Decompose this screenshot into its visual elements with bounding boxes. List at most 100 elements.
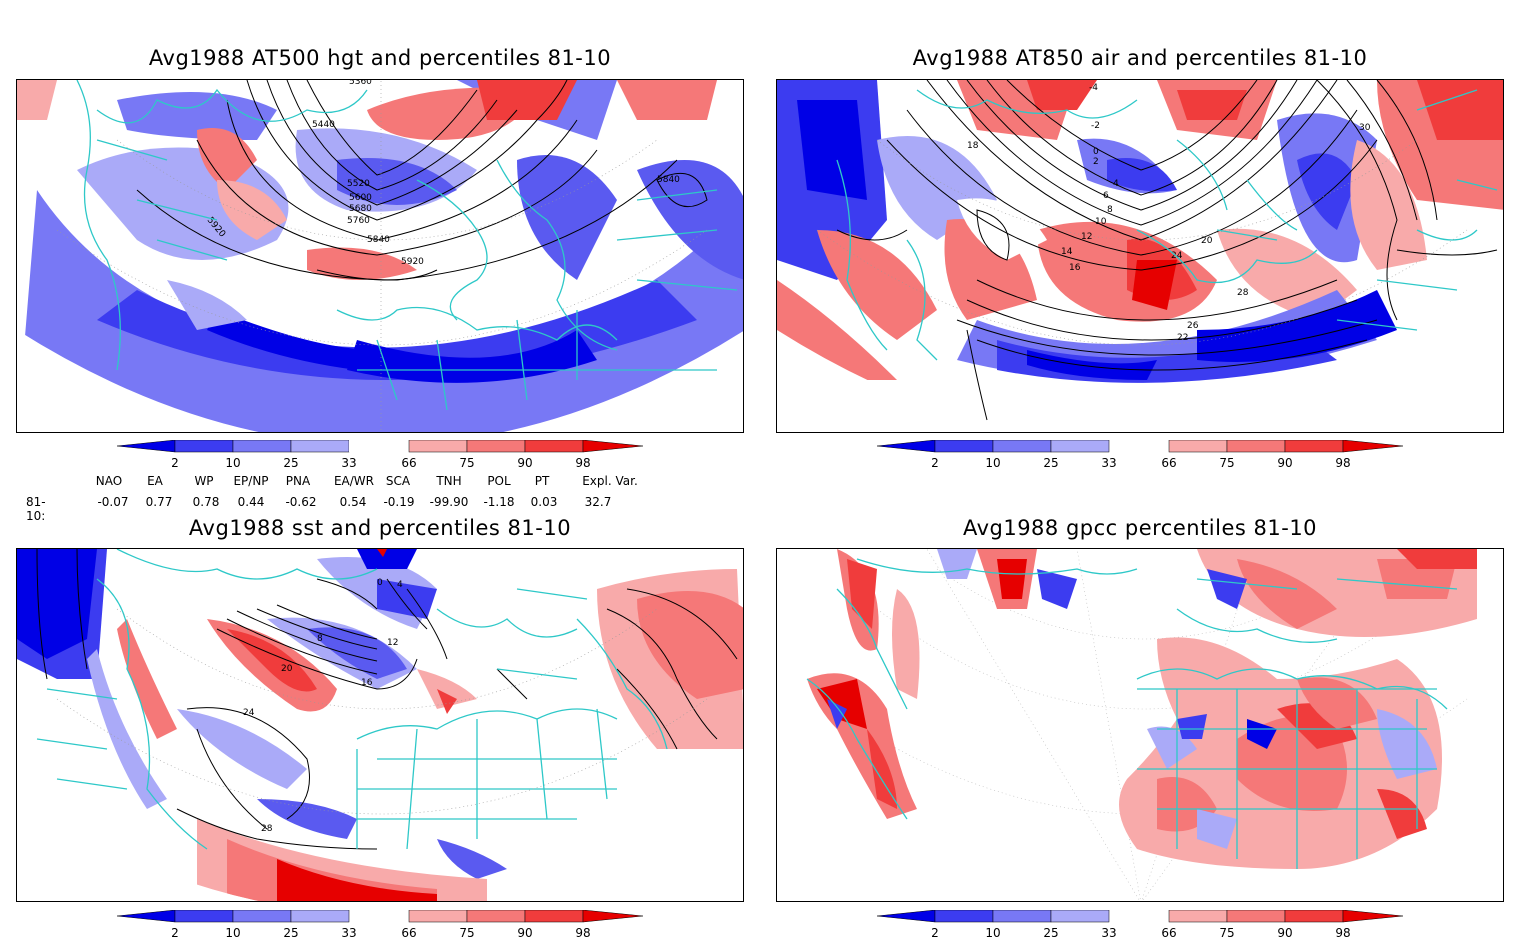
contour-label: 4 — [1113, 179, 1119, 189]
colorbar-label: 90 — [517, 926, 532, 940]
index-row-label: 81-10: — [26, 495, 46, 523]
colorbar-label: 10 — [225, 926, 240, 940]
colorbar-label: 98 — [575, 926, 590, 940]
colorbar-label: 25 — [283, 926, 298, 940]
index-header: SCA — [385, 474, 411, 488]
contour-label: 0 — [377, 578, 383, 588]
contour-label: 16 — [1069, 263, 1081, 273]
colorbar-label: 33 — [1101, 456, 1116, 470]
colorbar-label: 25 — [1043, 926, 1058, 940]
contour-label: 5440 — [312, 120, 335, 130]
colorbar-2: 2 10 25 33 66 75 90 98 — [877, 440, 1404, 470]
contour-label: 24 — [243, 708, 255, 718]
contour-label: 10 — [1095, 217, 1107, 227]
contour-label: 5600 — [349, 193, 372, 203]
colorbar-label: 2 — [931, 456, 939, 470]
contour-label: 2 — [1093, 157, 1099, 167]
coastlines — [76, 80, 738, 411]
panel-1-map[interactable]: 5360 5440 5520 5600 5680 5760 5840 5920 … — [16, 79, 744, 433]
index-value: -0.62 — [285, 495, 317, 509]
colorbar-label: 2 — [171, 456, 179, 470]
contour-label: 5360 — [349, 80, 372, 87]
colorbar-label: 25 — [1043, 456, 1058, 470]
index-value: 0.44 — [237, 495, 265, 509]
contour-label: -2 — [1091, 121, 1100, 131]
index-header: Expl. Var. — [582, 474, 638, 488]
colorbar-label: 90 — [1277, 456, 1292, 470]
coastlines — [836, 89, 1498, 361]
index-header: EP/NP — [233, 474, 269, 488]
colorbar-label: 90 — [1277, 926, 1292, 940]
index-value: 0.54 — [339, 495, 367, 509]
colorbar-label: 98 — [1335, 456, 1350, 470]
colorbar-label: 10 — [985, 926, 1000, 940]
contour-label: 22 — [1177, 333, 1188, 343]
contour-label: 20 — [1201, 236, 1213, 246]
contour-label: 0 — [1093, 147, 1099, 157]
colorbar-label: 98 — [1335, 926, 1350, 940]
index-header: PNA — [285, 474, 311, 488]
panel-3-title: Avg1988 sst and percentiles 81-10 — [188, 516, 572, 540]
colorbar-label: 25 — [283, 456, 298, 470]
contour-label: 12 — [387, 638, 398, 648]
index-header: WP — [194, 474, 214, 488]
index-value: -1.18 — [483, 495, 515, 509]
index-value: 0.03 — [530, 495, 558, 509]
index-value: 32.7 — [584, 495, 612, 509]
contour-label: 5920 — [401, 257, 424, 267]
colorbar-label: 75 — [1219, 926, 1234, 940]
index-header: POL — [487, 474, 511, 488]
colorbar-label: 98 — [575, 456, 590, 470]
contour-label: 14 — [1061, 247, 1073, 257]
colorbar-label: 10 — [225, 456, 240, 470]
contour-label: 20 — [281, 664, 293, 674]
colorbar-4: 2 10 25 33 66 75 90 98 — [877, 910, 1404, 940]
index-header: TNH — [436, 474, 462, 488]
index-header: EA — [147, 474, 163, 488]
index-value: 0.77 — [145, 495, 173, 509]
panel-1-title: Avg1988 AT500 hgt and percentiles 81-10 — [148, 46, 612, 70]
index-value: -0.19 — [383, 495, 415, 509]
contour-label: 4 — [397, 580, 403, 590]
contour-label: 5680 — [349, 204, 372, 214]
index-header: PT — [534, 474, 550, 488]
colorbar-label: 33 — [341, 456, 356, 470]
index-header: EA/WR — [333, 474, 375, 488]
contour-label: 6 — [1103, 191, 1109, 201]
colorbar-label: 10 — [985, 456, 1000, 470]
colorbar-label: 2 — [171, 926, 179, 940]
coastlines — [36, 549, 668, 850]
colorbar-label: 75 — [459, 926, 474, 940]
contour-label: 12 — [1081, 232, 1092, 242]
contour-label: 5760 — [347, 216, 370, 226]
panel-3-map[interactable]: 0 4 8 12 16 20 24 28 — [16, 548, 744, 902]
colorbar-label: 75 — [1219, 456, 1234, 470]
coastlines — [806, 558, 1458, 869]
colorbar-label: 90 — [517, 456, 532, 470]
colorbar-label: 33 — [1101, 926, 1116, 940]
index-value: -99.90 — [429, 495, 469, 509]
contour-label: 30 — [1359, 123, 1371, 133]
colorbar-1: 2 10 25 33 66 75 90 98 — [117, 440, 644, 470]
panel-4-map[interactable] — [776, 548, 1504, 902]
index-value: 0.78 — [192, 495, 220, 509]
contour-label: -4 — [1089, 83, 1098, 93]
colorbar-label: 66 — [1161, 456, 1176, 470]
panel-2-map[interactable]: -4 -2 0 2 4 6 8 10 12 14 16 18 20 22 24 … — [776, 79, 1504, 433]
contour-label: 18 — [967, 141, 979, 151]
colorbar-label: 66 — [401, 926, 416, 940]
contour-label: 5520 — [347, 179, 370, 189]
index-header: NAO — [95, 474, 123, 488]
colorbar-label: 75 — [459, 456, 474, 470]
contour-label: 8 — [317, 634, 323, 644]
colorbar-3: 2 10 25 33 66 75 90 98 — [117, 910, 644, 940]
blue-band-shading — [17, 190, 743, 432]
contour-label: 28 — [1237, 288, 1249, 298]
colorbar-label: 2 — [931, 926, 939, 940]
colorbar-label: 66 — [1161, 926, 1176, 940]
colorbar-label: 33 — [341, 926, 356, 940]
panel-2-title: Avg1988 AT850 air and percentiles 81-10 — [912, 46, 1368, 70]
index-value: -0.07 — [97, 495, 129, 509]
contour-label: 5840 — [657, 175, 680, 185]
contour-label: 26 — [1187, 321, 1199, 331]
